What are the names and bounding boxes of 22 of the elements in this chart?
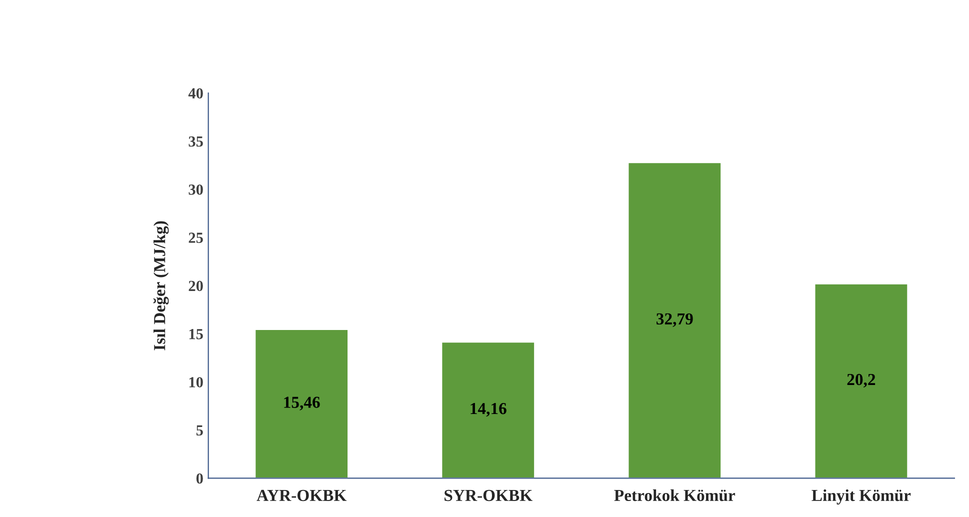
data-label: 15,46 [284,396,320,410]
y-tick-label: 20 [188,280,203,292]
y-tick-label: 25 [188,232,203,243]
y-tick-label: 35 [188,136,203,147]
y-tick-label: 30 [188,184,203,195]
x-tick-label: Linyit Kömür [812,489,911,504]
data-label: 32,79 [656,313,693,327]
y-tick-label: 40 [188,88,203,99]
x-tick-label: SYR-OKBK [444,490,532,502]
x-tick-label: Petrokok Kömür [614,489,736,502]
y-axis-title: Isıl Değer (MJ/kg) [153,221,169,350]
bar [814,283,909,478]
bar [440,341,536,478]
y-tick-label: 10 [189,377,203,388]
bar [254,328,349,478]
data-label: 20,2 [847,374,876,388]
y-tick-label: 5 [196,425,203,436]
data-label: 14,16 [470,403,506,417]
x-tick-label: AYR-OKBK [256,490,347,502]
bar [627,162,722,478]
y-tick-label: 0 [196,473,203,484]
y-tick-label: 15 [189,329,203,340]
